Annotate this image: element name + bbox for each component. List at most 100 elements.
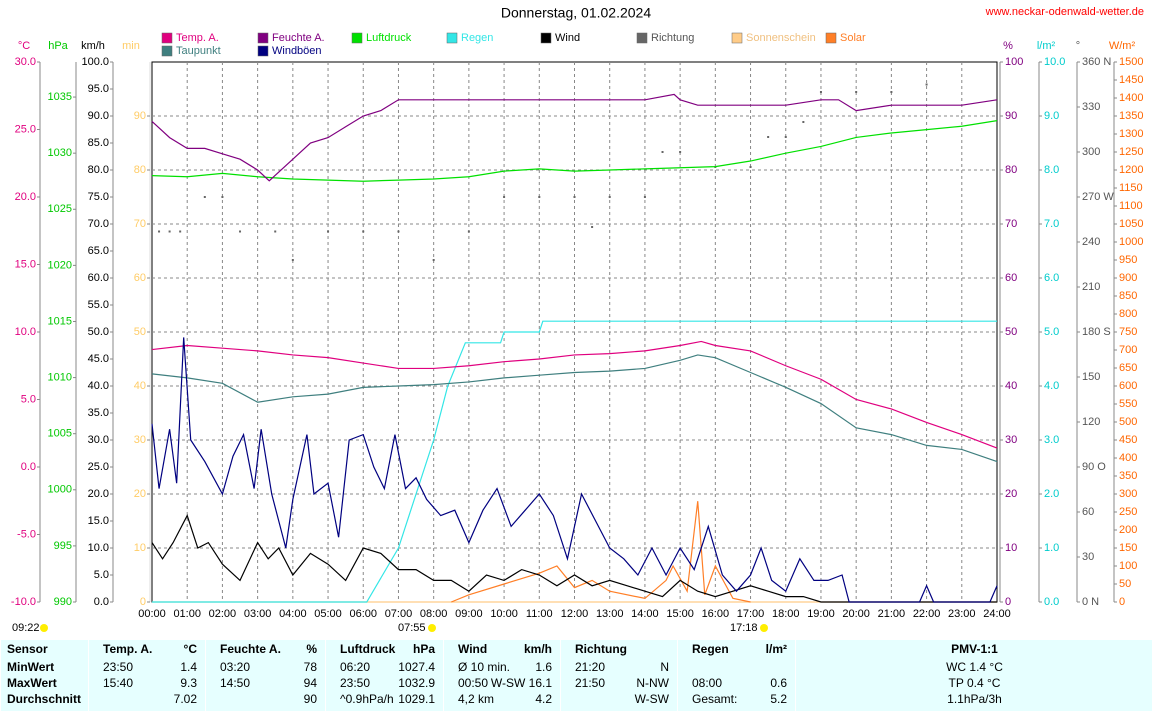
direction-dot	[221, 196, 224, 198]
y-tick-label: 5.0	[1044, 326, 1059, 338]
y-tick-label: 210	[1082, 281, 1100, 293]
table-cell: 7.02	[173, 692, 197, 706]
legend-label: Sonnenschein	[746, 32, 816, 44]
table-cell: Temp. A.	[103, 642, 153, 656]
y-tick-label: 0	[1119, 596, 1125, 608]
y-tick-label: 15.0	[88, 515, 109, 527]
y-tick-label: 90	[1005, 110, 1017, 122]
y-tick-label: 30	[1005, 434, 1017, 446]
table-cell: 5.2	[770, 692, 787, 706]
table-cell: l/m²	[765, 642, 787, 656]
y-tick-label: 850	[1119, 290, 1137, 302]
table-column: Luftdruck hPa 06:20 1027.4 23:50 1032.9 ^0.9hP…	[325, 640, 443, 711]
axis-unit: W/m²	[1109, 40, 1136, 52]
y-tick-label: 80	[134, 164, 146, 176]
table-cell: W-SW	[634, 692, 669, 706]
x-tick-label: 06:00	[349, 608, 377, 620]
y-tick-label: 5.0	[21, 393, 36, 405]
y-tick-label: 30	[1082, 551, 1094, 563]
direction-dot	[467, 230, 470, 233]
y-tick-label: 300	[1082, 146, 1100, 158]
series-line	[151, 93, 998, 182]
direction-dot	[925, 83, 928, 86]
y-tick-label: 1150	[1119, 182, 1143, 194]
y-tick-label: 330	[1082, 101, 1100, 113]
sun-icon	[760, 624, 768, 632]
table-cell: 03:20	[220, 660, 251, 674]
table-cell: Durchschnitt	[7, 692, 82, 706]
y-tick-label: -5.0	[17, 528, 36, 540]
x-tick-label: 24:00	[983, 608, 1011, 620]
y-tick-label: 90	[134, 110, 146, 122]
y-tick-label: 6.0	[1044, 272, 1059, 284]
direction-dot	[503, 196, 506, 198]
direction-dot	[397, 230, 400, 233]
y-tick-label: 90 O	[1082, 461, 1106, 473]
x-tick-label: 13:00	[596, 608, 624, 620]
axis-unit: %	[1003, 40, 1013, 52]
y-tick-label: 8.0	[1044, 164, 1059, 176]
direction-dot	[661, 151, 664, 153]
y-tick-label: 1.0	[1044, 542, 1059, 554]
table-cell: km/h	[523, 642, 552, 656]
y-tick-label: 20	[134, 488, 146, 500]
y-tick-label: 400	[1119, 452, 1137, 464]
table-cell: Ø 10 min.	[458, 660, 511, 674]
table-column: PMV-1:1 WC 1.4 °C TP 0.4 °C 1.1hPa/3h	[795, 640, 1152, 711]
table-cell: 00:50	[458, 676, 489, 690]
y-tick-label: 30.0	[88, 434, 109, 446]
y-tick-label: 1300	[1119, 128, 1143, 140]
direction-dot	[802, 121, 805, 123]
table-cell: 14:50	[220, 676, 251, 690]
y-tick-label: 650	[1119, 362, 1137, 374]
x-tick-label: 11:00	[526, 608, 553, 620]
y-tick-label: 120	[1082, 416, 1100, 428]
y-tick-label: 65.0	[88, 245, 109, 257]
y-tick-label: 500	[1119, 416, 1137, 428]
y-tick-label: 40.0	[88, 380, 109, 392]
y-tick-label: 100	[1005, 56, 1023, 68]
y-tick-label: 60	[1005, 272, 1017, 284]
legend-label: Windböen	[272, 45, 322, 57]
source: www.neckar-odenwald-wetter.de	[985, 6, 1144, 18]
y-tick-label: 995	[54, 540, 72, 552]
table-cell: Regen	[692, 642, 729, 656]
y-tick-label: 40	[1005, 380, 1017, 392]
table-cell: WC 1.4 °C	[946, 660, 1003, 674]
y-tick-label: 360 N	[1082, 56, 1111, 68]
axis-unit: min	[122, 40, 140, 52]
table-cell: hPa	[412, 642, 435, 656]
y-tick-label: 350	[1119, 470, 1137, 482]
y-tick-label: 15.0	[15, 258, 36, 270]
series-line	[151, 120, 998, 182]
y-tick-label: 60	[1082, 506, 1094, 518]
x-tick-label: 23:00	[948, 608, 976, 620]
y-tick-label: 800	[1119, 308, 1137, 320]
y-tick-label: 1035	[48, 91, 72, 103]
x-tick-label: 00:00	[138, 608, 166, 620]
y-tick-label: 0.0	[94, 596, 109, 608]
legend-swatch	[161, 45, 173, 57]
table-cell: 15:40	[103, 676, 134, 690]
table-column: Temp. A. °C 23:50 1.4 15:40 9.3 7.02	[88, 640, 205, 711]
table-cell: 21:20	[575, 660, 606, 674]
y-tick-label: 450	[1119, 434, 1137, 446]
y-tick-label: 100	[1119, 560, 1137, 572]
table-cell: Gesamt:	[692, 692, 738, 706]
table-cell: 78	[303, 660, 317, 674]
direction-dot	[819, 91, 822, 93]
table-cell: 4,2 km	[458, 692, 495, 706]
y-tick-label: 1350	[1119, 110, 1143, 122]
y-tick-label: 1200	[1119, 164, 1143, 176]
legend-swatch	[161, 32, 173, 44]
series-line	[151, 340, 998, 449]
legend-label: Feuchte A.	[272, 32, 325, 44]
y-tick-label: 30.0	[15, 56, 36, 68]
x-tick-label: 16:00	[702, 608, 730, 620]
direction-dot	[573, 196, 576, 198]
x-tick-label: 03:00	[244, 608, 272, 620]
table-cell: 9.3	[180, 676, 197, 690]
table-cell: °C	[183, 642, 197, 656]
table-cell: 0.6	[770, 676, 787, 690]
table-cell: 94	[303, 676, 317, 690]
